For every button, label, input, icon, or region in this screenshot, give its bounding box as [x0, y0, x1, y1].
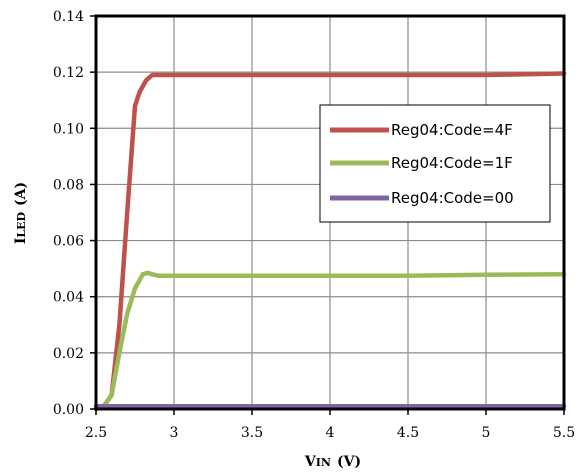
y-tick-label: 0.04 — [53, 290, 84, 306]
series-line-2 — [93, 270, 567, 412]
y-tick-label: 0.06 — [53, 234, 84, 250]
legend-label-3: Reg04:Code=00 — [391, 189, 514, 207]
y-tick-label: 0.10 — [53, 121, 84, 137]
y-tick-label: 0.08 — [53, 177, 84, 193]
x-axis-title-sub: IN — [316, 456, 331, 469]
y-axis-title-unit: (A) — [13, 182, 29, 206]
x-axis-title-main: V — [304, 454, 317, 470]
series-lines — [93, 71, 567, 412]
x-tick-label: 3.5 — [241, 425, 263, 441]
x-axis-title-unit: (V) — [337, 454, 361, 470]
x-tick-label: 5 — [482, 425, 491, 441]
x-tick-label: 3 — [170, 425, 179, 441]
x-axis-title: VIN (V) — [304, 454, 361, 470]
x-tick-label: 4 — [326, 425, 335, 441]
x-tick-label: 5.5 — [553, 425, 575, 441]
y-axis-ticks: 0.00 0.02 0.04 0.06 0.08 0.10 0.12 0.14 — [53, 9, 96, 418]
y-tick-label: 0.14 — [53, 9, 84, 25]
series-line-1 — [93, 71, 567, 412]
y-tick-label: 0.00 — [53, 402, 84, 418]
x-tick-label: 4.5 — [397, 425, 419, 441]
y-axis-title-sub: LED — [15, 211, 28, 237]
y-tick-label: 0.02 — [53, 346, 84, 362]
y-axis-title-main: I — [13, 238, 29, 245]
x-tick-label: 2.5 — [85, 425, 107, 441]
legend-label-2: Reg04:Code=1F — [391, 154, 513, 172]
legend: Reg04:Code=4F Reg04:Code=1F Reg04:Code=00 — [319, 104, 551, 223]
y-tick-label: 0.12 — [53, 65, 84, 81]
legend-label-1: Reg04:Code=4F — [391, 121, 513, 139]
x-axis-ticks: 2.5 3 3.5 4 4.5 5 5.5 — [85, 409, 575, 441]
y-axis-title: ILED (A) — [13, 182, 29, 244]
